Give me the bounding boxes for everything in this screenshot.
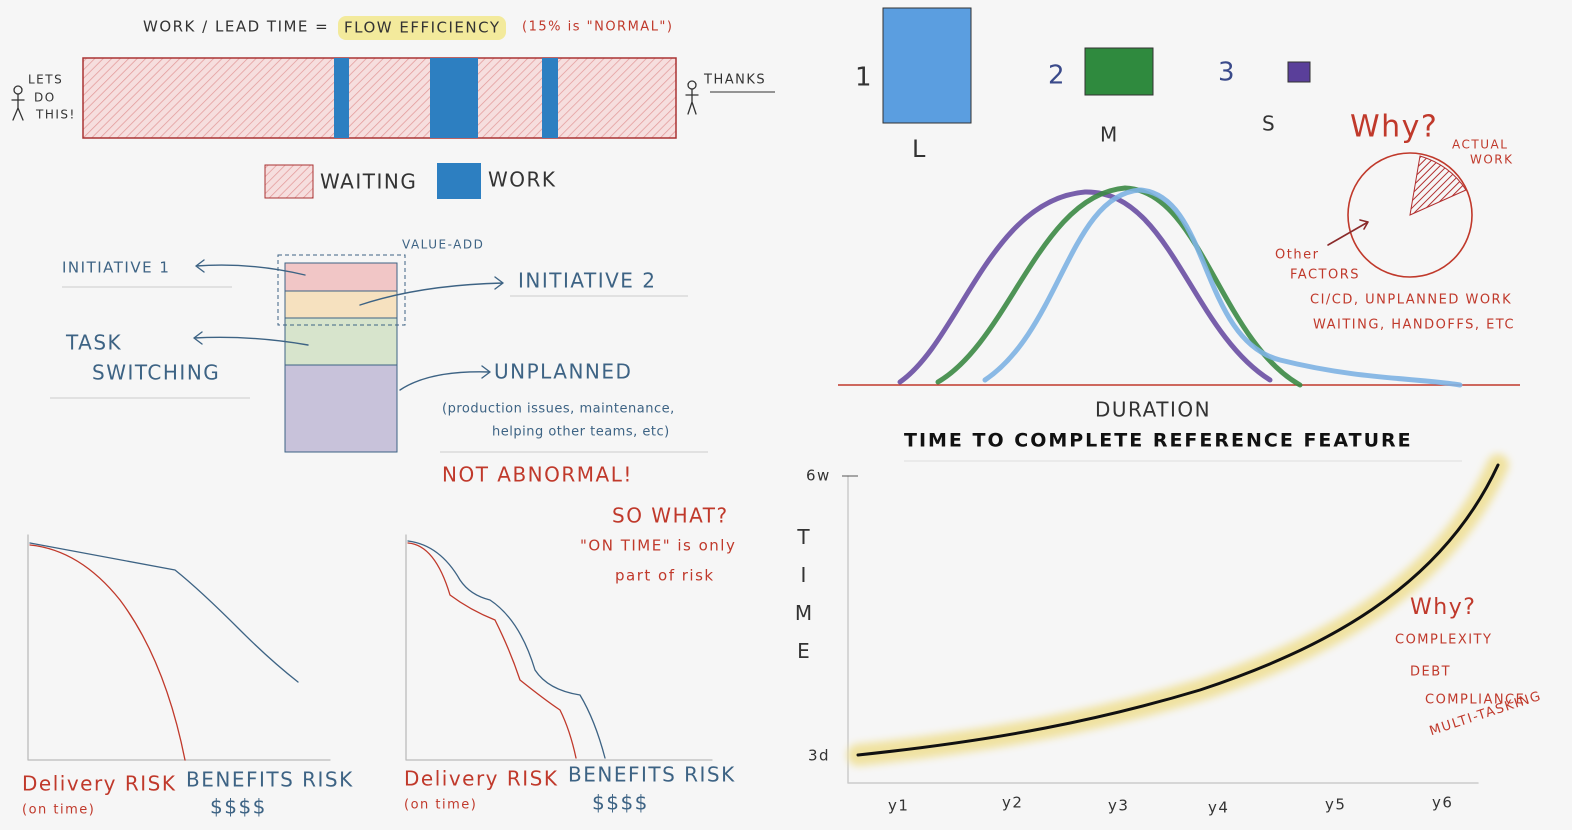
- x-tick: y1: [888, 797, 909, 815]
- stack-initiative-2: [284, 290, 398, 319]
- pie-slice: [1409, 155, 1467, 216]
- size: L: [912, 135, 927, 163]
- arrow: [1327, 219, 1369, 246]
- size-box-m: [1084, 47, 1154, 96]
- factors: CI/CD, UNPLANNED WORK: [1310, 293, 1512, 308]
- why-title: Why?: [1350, 110, 1438, 145]
- start-text: LETS: [28, 73, 63, 87]
- benefits-risk: BENEFITS RISK: [186, 768, 354, 792]
- legend-swatch: [264, 164, 314, 199]
- curve-s: [897, 189, 1273, 385]
- initiative-2: INITIATIVE 2: [518, 269, 657, 293]
- value-add-label: VALUE-ADD: [402, 238, 484, 252]
- value-add-box: [277, 254, 406, 326]
- x-label: DURATION: [1095, 398, 1211, 422]
- reason: COMPLEXITY: [1395, 633, 1492, 648]
- stack-unplanned: [284, 364, 398, 453]
- delivery-note: (on time): [404, 798, 477, 813]
- note: (15% is "NORMAL"): [522, 20, 674, 35]
- highlight-text: FLOW EFFICIENCY: [344, 19, 500, 37]
- arrows: [193, 259, 504, 391]
- rank: 1: [855, 63, 873, 93]
- y-label: TIME: [792, 525, 816, 677]
- delivery-risk: Delivery RISK: [22, 772, 176, 796]
- initiative-1: INITIATIVE 1: [62, 259, 170, 277]
- lead-time-bar: [82, 57, 677, 139]
- reason: COMPLIANCE: [1425, 693, 1525, 708]
- benefits-risk: BENEFITS RISK: [568, 763, 736, 787]
- x-tick: y2: [1002, 794, 1023, 812]
- size: S: [1262, 112, 1276, 136]
- benefits-note: $$$$: [592, 791, 649, 815]
- actual-work: ACTUAL: [1452, 138, 1508, 152]
- formula: WORK / LEAD TIME =: [143, 18, 329, 36]
- question: part of risk: [615, 567, 715, 585]
- delivery-risk: Delivery RISK: [404, 767, 558, 791]
- x-tick: y3: [1108, 797, 1129, 815]
- actual-work: WORK: [1470, 153, 1514, 167]
- size: M: [1100, 123, 1119, 147]
- x-tick: y4: [1208, 799, 1229, 817]
- rank: 3: [1218, 58, 1236, 88]
- unplanned-note: (production issues, maintenance,: [442, 402, 675, 417]
- other-factors: FACTORS: [1290, 268, 1360, 283]
- curve-m: [935, 185, 1303, 388]
- legend-label: WAITING: [320, 170, 417, 194]
- task-switching: SWITCHING: [92, 361, 220, 385]
- stick-figure: [11, 85, 25, 121]
- reason: DEBT: [1410, 665, 1451, 680]
- start-text: DO: [34, 91, 56, 105]
- highlight: [338, 16, 506, 40]
- work-block: [430, 58, 478, 138]
- unplanned: UNPLANNED: [494, 360, 632, 384]
- legend-swatch: [437, 163, 481, 199]
- size-box-s: [1287, 61, 1311, 83]
- stack-task-switching: [284, 317, 398, 366]
- stack-initiative-1: [284, 262, 398, 292]
- y-top: 6w: [806, 467, 831, 485]
- x-tick: y5: [1325, 796, 1346, 814]
- other-factors: Other: [1275, 248, 1319, 263]
- rank: 2: [1048, 61, 1066, 91]
- work-block: [542, 58, 558, 138]
- remark: NOT ABNORMAL!: [442, 463, 633, 487]
- curve-glow: [847, 454, 1509, 766]
- legend-label: WORK: [488, 168, 557, 192]
- end-text: THANKS: [703, 73, 766, 88]
- stick-figure: [685, 80, 699, 115]
- y-bottom: 3d: [808, 747, 830, 765]
- question: "ON TIME" is only: [580, 537, 736, 555]
- start-text: THIS!: [35, 108, 76, 122]
- unplanned-note: helping other teams, etc): [492, 425, 670, 440]
- axes: [847, 475, 1479, 784]
- x-tick: y6: [1432, 794, 1453, 812]
- risk-chart-2: [405, 534, 713, 761]
- size-box-l: [882, 7, 972, 124]
- delivery-note: (on time): [22, 803, 95, 818]
- task-switching: TASK: [65, 331, 122, 355]
- question: SO WHAT?: [612, 504, 729, 528]
- curve-l: [982, 187, 1463, 388]
- pie: [1347, 152, 1473, 278]
- distribution-title: TIME TO COMPLETE REFERENCE FEATURE: [904, 430, 1413, 452]
- why: Why?: [1410, 595, 1476, 620]
- factors: WAITING, HANDOFFS, ETC: [1313, 318, 1515, 333]
- benefits-note: $$$$: [210, 795, 267, 819]
- curve: [856, 463, 1500, 757]
- risk-chart-1: [27, 534, 331, 761]
- work-block: [334, 58, 349, 138]
